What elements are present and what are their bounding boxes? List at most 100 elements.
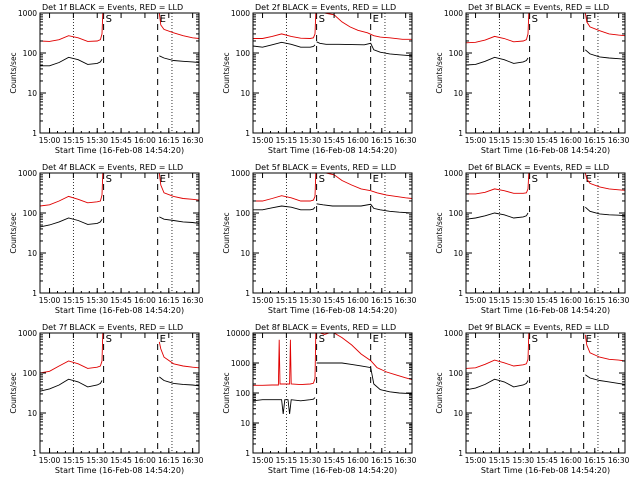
series-group <box>40 333 199 392</box>
plot-frame <box>39 332 200 454</box>
series-events <box>585 374 625 385</box>
series-lld <box>466 173 530 195</box>
x-tick-label: 16:15 <box>584 136 606 145</box>
x-tick-label: 16:00 <box>134 136 156 145</box>
x-tick-label: 15:45 <box>110 456 132 465</box>
series-events <box>253 397 316 415</box>
series-events <box>40 378 103 392</box>
plot-frame <box>39 12 200 134</box>
panel-title: Det 3f BLACK = Events, RED = LLD <box>468 3 609 12</box>
series-lld <box>158 13 199 39</box>
x-tick-label: 15:15 <box>276 456 298 465</box>
y-tick-label: 100 <box>236 209 251 218</box>
marker-label-s: S <box>106 174 112 185</box>
series-group <box>466 13 625 66</box>
series-lld <box>158 341 199 369</box>
y-tick-label: 1000 <box>231 359 250 368</box>
x-tick-label: 15:45 <box>536 296 558 305</box>
x-tick-label: 16:00 <box>347 456 369 465</box>
series-lld <box>158 173 199 201</box>
series-group <box>466 333 625 391</box>
y-tick-label: 1000 <box>18 169 37 178</box>
y-tick-label: 1 <box>458 129 463 138</box>
y-axis-label: Counts/sec <box>9 372 18 413</box>
x-axis-label: Start Time (16-Feb-08 14:54:20) <box>55 306 184 315</box>
marker-label-s: S <box>319 334 325 345</box>
marker-label-s: S <box>532 14 538 25</box>
x-tick-label: 15:00 <box>252 296 274 305</box>
x-tick-label: 16:30 <box>395 456 417 465</box>
series-events <box>466 378 529 391</box>
series-group <box>40 173 199 228</box>
x-tick-label: 15:15 <box>276 296 298 305</box>
x-axis-label: Start Time (16-Feb-08 14:54:20) <box>268 146 397 155</box>
y-axis-label: Counts/sec <box>222 52 231 93</box>
x-tick-label: 16:15 <box>584 456 606 465</box>
x-tick-label: 15:30 <box>512 136 534 145</box>
y-tick-label: 100 <box>449 209 464 218</box>
x-tick-label: 15:15 <box>63 136 85 145</box>
marker-label-s: S <box>532 174 538 185</box>
x-tick-label: 15:00 <box>252 136 274 145</box>
x-tick-label: 16:00 <box>134 456 156 465</box>
series-events <box>253 41 316 48</box>
y-tick-label: 10 <box>240 419 250 428</box>
x-tick-label: 15:30 <box>299 456 321 465</box>
series-events <box>159 216 199 224</box>
x-axis-label: Start Time (16-Feb-08 14:54:20) <box>268 466 397 475</box>
panel-title: Det 4f BLACK = Events, RED = LLD <box>42 163 183 172</box>
x-tick-label: 16:30 <box>608 136 630 145</box>
x-tick-label: 15:15 <box>63 296 85 305</box>
panel-title: Det 7f BLACK = Events, RED = LLD <box>42 323 183 332</box>
marker-label-s: S <box>319 174 325 185</box>
y-tick-label: 1000 <box>444 169 463 178</box>
x-tick-label: 16:30 <box>182 136 204 145</box>
y-tick-label: 1000 <box>18 9 37 18</box>
x-tick-label: 16:15 <box>158 296 180 305</box>
x-tick-label: 16:15 <box>371 456 393 465</box>
y-tick-label: 1 <box>458 289 463 298</box>
panel-title: Det 9f BLACK = Events, RED = LLD <box>468 323 609 332</box>
y-tick-label: 10 <box>453 409 463 418</box>
series-lld <box>40 13 104 42</box>
series-events <box>316 41 412 57</box>
y-tick-label: 1 <box>32 129 37 138</box>
marker-label-e: E <box>160 174 166 185</box>
series-lld <box>466 13 530 44</box>
x-axis-label: Start Time (16-Feb-08 14:54:20) <box>481 466 610 475</box>
x-tick-label: 15:30 <box>86 456 108 465</box>
x-tick-label: 16:15 <box>584 296 606 305</box>
x-tick-label: 15:45 <box>323 456 345 465</box>
y-axis-label: Counts/sec <box>9 52 18 93</box>
plot-frame <box>252 172 413 294</box>
y-tick-label: 100 <box>23 369 38 378</box>
series-lld <box>584 13 625 37</box>
marker-label-e: E <box>373 14 379 25</box>
plot-frame <box>252 332 413 454</box>
y-tick-label: 1 <box>458 449 463 458</box>
y-axis-label: Counts/sec <box>222 372 231 413</box>
y-tick-label: 1 <box>32 449 37 458</box>
series-lld <box>253 333 317 386</box>
marker-label-e: E <box>586 334 592 345</box>
marker-label-s: S <box>532 334 538 345</box>
x-tick-label: 16:00 <box>347 296 369 305</box>
y-tick-label: 100 <box>236 389 251 398</box>
series-group <box>253 13 412 57</box>
plot-frame <box>252 12 413 134</box>
series-lld <box>584 334 625 362</box>
x-tick-label: 15:30 <box>86 296 108 305</box>
y-tick-label: 1 <box>32 289 37 298</box>
panel-title: Det 6f BLACK = Events, RED = LLD <box>468 163 609 172</box>
series-lld <box>319 333 412 381</box>
series-events <box>466 56 529 66</box>
series-lld <box>40 173 104 207</box>
series-lld <box>466 333 530 369</box>
x-tick-label: 15:15 <box>489 296 511 305</box>
y-axis-label: Counts/sec <box>435 212 444 253</box>
